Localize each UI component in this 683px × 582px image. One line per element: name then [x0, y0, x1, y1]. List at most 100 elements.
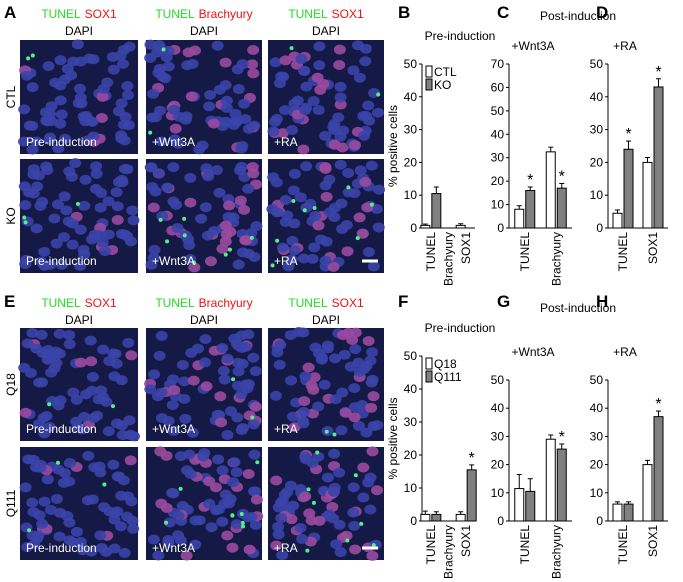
x-tick-label: SOX1: [459, 525, 473, 557]
nucleus: [224, 406, 237, 417]
nucleus: [279, 55, 292, 66]
micrograph: [144, 159, 263, 273]
nucleus: [272, 521, 285, 532]
tunel-dot: [332, 432, 337, 437]
tunel-dot: [239, 512, 244, 517]
nucleus: [313, 348, 326, 359]
x-tick-label: TUNEL: [518, 525, 532, 565]
nucleus: [353, 367, 366, 378]
nucleus: [74, 357, 87, 368]
x-tick-label: SOX1: [646, 525, 660, 557]
nucleus: [359, 56, 372, 67]
y-tick-label: 20: [590, 155, 604, 169]
nucleus: [339, 407, 352, 418]
nucleus: [171, 223, 184, 234]
tunel-dot: [56, 460, 61, 465]
nucleus: [199, 202, 212, 213]
micrograph: [144, 328, 262, 441]
nucleus: [366, 550, 379, 561]
nucleus: [353, 212, 366, 223]
nucleus: [250, 221, 263, 232]
nucleus: [235, 143, 248, 154]
tunel-dot: [161, 47, 166, 52]
nucleus: [101, 77, 114, 88]
nucleus: [146, 181, 159, 192]
nucleus: [121, 164, 134, 175]
nucleus: [267, 172, 280, 183]
nucleus: [168, 104, 181, 115]
nucleus: [95, 385, 108, 396]
nucleus: [96, 237, 109, 248]
nucleus: [126, 205, 139, 216]
chart-title: +RA: [613, 345, 637, 359]
nucleus: [122, 337, 135, 348]
tunel-dot: [305, 548, 310, 553]
nucleus: [327, 486, 340, 497]
x-tick-label: TUNEL: [616, 232, 630, 272]
legend-label: CTL: [434, 65, 457, 79]
stain-label: TUNEL: [41, 7, 81, 21]
nucleus: [362, 477, 375, 488]
nucleus: [161, 182, 174, 193]
condition-label: +RA: [274, 541, 298, 555]
nucleus: [24, 367, 37, 378]
nucleus: [276, 550, 289, 561]
nucleus: [236, 59, 249, 70]
nucleus: [75, 98, 88, 109]
nucleus: [153, 350, 166, 361]
nucleus: [199, 357, 212, 368]
nucleus: [238, 98, 251, 109]
nucleus: [312, 105, 325, 116]
nucleus: [296, 533, 309, 544]
nucleus: [271, 347, 284, 358]
nucleus: [220, 102, 233, 113]
nucleus: [127, 215, 140, 226]
x-tick-label: Brachyury: [549, 232, 563, 286]
nucleus: [219, 220, 232, 231]
nucleus: [44, 504, 57, 515]
nucleus: [63, 458, 76, 469]
nucleus: [95, 188, 108, 199]
nucleus: [313, 41, 326, 52]
y-tick-label: 50: [404, 57, 418, 71]
y-tick-label: 70: [491, 57, 505, 71]
nucleus: [312, 451, 325, 462]
nucleus: [212, 454, 225, 465]
nucleus: [267, 126, 280, 137]
tunel-dot: [371, 543, 376, 548]
tunel-dot: [102, 482, 107, 487]
y-tick-label: 0: [410, 514, 417, 528]
nucleus: [249, 519, 262, 530]
nucleus: [102, 229, 115, 240]
y-tick-label: 10: [404, 188, 418, 202]
nucleus: [200, 163, 213, 174]
tunel-dot: [178, 486, 183, 491]
nucleus: [94, 530, 107, 541]
stain-header: TUNEL SOX1: [288, 296, 364, 310]
nucleus: [26, 120, 39, 131]
nucleus: [210, 505, 223, 516]
nucleus: [22, 454, 35, 465]
nucleus: [160, 450, 173, 461]
tunel-dot: [27, 528, 32, 533]
nucleus: [63, 339, 76, 350]
nucleus: [54, 55, 67, 66]
nucleus: [182, 47, 195, 58]
nucleus: [78, 411, 91, 422]
nucleus: [213, 187, 226, 198]
nucleus: [288, 168, 301, 179]
tunel-dot: [311, 500, 316, 505]
bar: [545, 438, 556, 522]
nucleus: [329, 353, 342, 364]
nucleus: [178, 376, 191, 387]
micrograph: [19, 447, 140, 560]
nucleus: [98, 502, 111, 513]
micrograph: [268, 446, 384, 561]
bar: [525, 190, 536, 229]
nucleus: [66, 218, 79, 229]
nucleus: [216, 342, 229, 353]
nucleus: [54, 95, 67, 106]
y-tick-label: 20: [491, 458, 505, 472]
nucleus: [281, 210, 294, 221]
nucleus: [43, 108, 56, 119]
